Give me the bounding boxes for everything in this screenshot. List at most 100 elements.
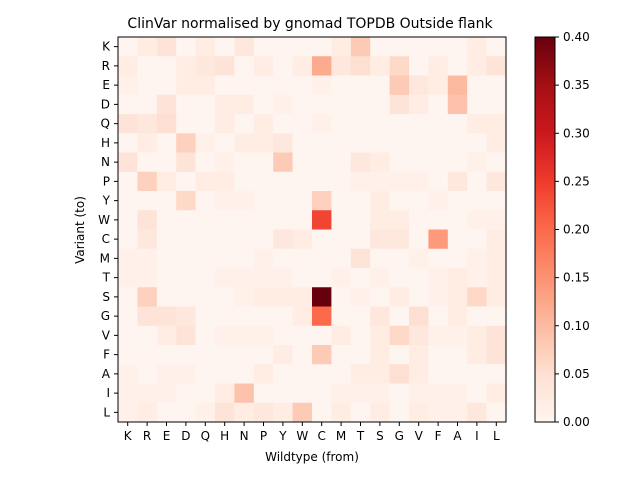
heatmap-cell — [156, 325, 177, 346]
x-tick-label: M — [336, 429, 346, 443]
y-tick-label: E — [102, 78, 110, 92]
heatmap-cell — [428, 345, 449, 365]
heatmap-cell — [176, 114, 197, 134]
heatmap-cell — [215, 364, 235, 384]
heatmap-cell — [350, 191, 371, 211]
heatmap-cell — [409, 210, 429, 230]
heatmap-cell — [273, 287, 294, 307]
heatmap-cell — [215, 287, 235, 307]
heatmap-cell — [428, 364, 449, 384]
heatmap-cell — [273, 114, 294, 134]
colorbar-tick-label: 0.30 — [563, 126, 590, 140]
heatmap-cell — [467, 287, 488, 307]
heatmap-cell — [486, 306, 507, 327]
heatmap-cell — [467, 248, 488, 269]
heatmap-cell — [331, 364, 352, 384]
heatmap-cell — [234, 94, 255, 115]
heatmap-cell — [486, 287, 507, 307]
heatmap-cell — [312, 325, 332, 346]
heatmap-cell — [234, 325, 255, 346]
heatmap-cell — [137, 248, 158, 269]
heatmap-cell — [312, 152, 332, 173]
heatmap-cell — [370, 75, 391, 96]
heatmap-cell — [195, 37, 216, 57]
x-tick-label: Q — [201, 429, 210, 443]
heatmap-cell — [312, 229, 332, 250]
heatmap-cell — [389, 133, 410, 153]
y-tick-label: P — [103, 174, 110, 188]
heatmap-cell — [331, 345, 352, 365]
heatmap-cell — [234, 152, 255, 173]
heatmap-cell — [331, 56, 352, 76]
y-tick-label: Q — [101, 117, 110, 131]
heatmap-cell — [447, 171, 468, 192]
y-tick-label: T — [102, 271, 111, 285]
heatmap-cell — [273, 229, 294, 250]
heatmap-cell — [195, 402, 216, 423]
x-tick-label: A — [453, 429, 462, 443]
heatmap-cell — [176, 210, 197, 230]
heatmap-cell — [176, 248, 197, 269]
heatmap-cell — [176, 94, 197, 115]
heatmap-cell — [486, 94, 507, 115]
heatmap-cell — [447, 229, 468, 250]
heatmap-cell — [234, 306, 255, 327]
x-tick-label: L — [493, 429, 500, 443]
heatmap-cell — [486, 345, 507, 365]
heatmap-cell — [428, 325, 449, 346]
y-tick-label: Y — [102, 194, 111, 208]
plot-frame — [117, 36, 507, 423]
heatmap-cell — [447, 94, 468, 115]
heatmap-cell — [176, 37, 197, 57]
heatmap-cell — [447, 402, 468, 423]
heatmap-cell — [312, 114, 332, 134]
heatmap-cell — [137, 268, 158, 288]
heatmap-cell — [292, 325, 313, 346]
heatmap-cell — [215, 306, 235, 327]
heatmap-cell — [428, 133, 449, 153]
heatmap-cell — [428, 383, 449, 404]
heatmap-cell — [409, 152, 429, 173]
heatmap-cell — [253, 37, 274, 57]
heatmap-cell — [350, 37, 371, 57]
heatmap-cell — [409, 191, 429, 211]
heatmap-cell — [486, 133, 507, 153]
heatmap-cell — [118, 191, 138, 211]
heatmap-cell — [273, 345, 294, 365]
heatmap-cell — [409, 383, 429, 404]
heatmap-cell — [195, 210, 216, 230]
heatmap-cell — [486, 171, 507, 192]
heatmap-cell — [176, 75, 197, 96]
heatmap-cell — [350, 383, 371, 404]
x-tick-label: I — [475, 429, 479, 443]
heatmap-cell — [370, 171, 391, 192]
heatmap-cell — [118, 229, 138, 250]
heatmap-cell — [195, 364, 216, 384]
heatmap-cell — [137, 306, 158, 327]
heatmap-cell — [447, 364, 468, 384]
y-tick-label: N — [101, 155, 110, 169]
heatmap-cell — [370, 306, 391, 327]
heatmap-cell — [467, 402, 488, 423]
heatmap-cell — [176, 364, 197, 384]
colorbar-tick-label: 0.15 — [563, 271, 590, 285]
heatmap-cell — [370, 287, 391, 307]
heatmap-cell — [350, 325, 371, 346]
heatmap-cell — [273, 37, 294, 57]
heatmap-cell — [156, 37, 177, 57]
heatmap-cell — [389, 114, 410, 134]
x-tick-label: H — [220, 429, 229, 443]
heatmap-cell — [428, 287, 449, 307]
heatmap-cell — [176, 306, 197, 327]
heatmap-cell — [447, 345, 468, 365]
heatmap-cell — [215, 94, 235, 115]
heatmap-cell — [137, 114, 158, 134]
heatmap-cell — [409, 364, 429, 384]
heatmap-cell — [118, 94, 138, 115]
heatmap-cell — [292, 171, 313, 192]
heatmap-cell — [370, 152, 391, 173]
heatmap-cell — [253, 75, 274, 96]
heatmap-cell — [312, 287, 332, 307]
heatmap-cell — [331, 152, 352, 173]
heatmap-cell — [156, 383, 177, 404]
